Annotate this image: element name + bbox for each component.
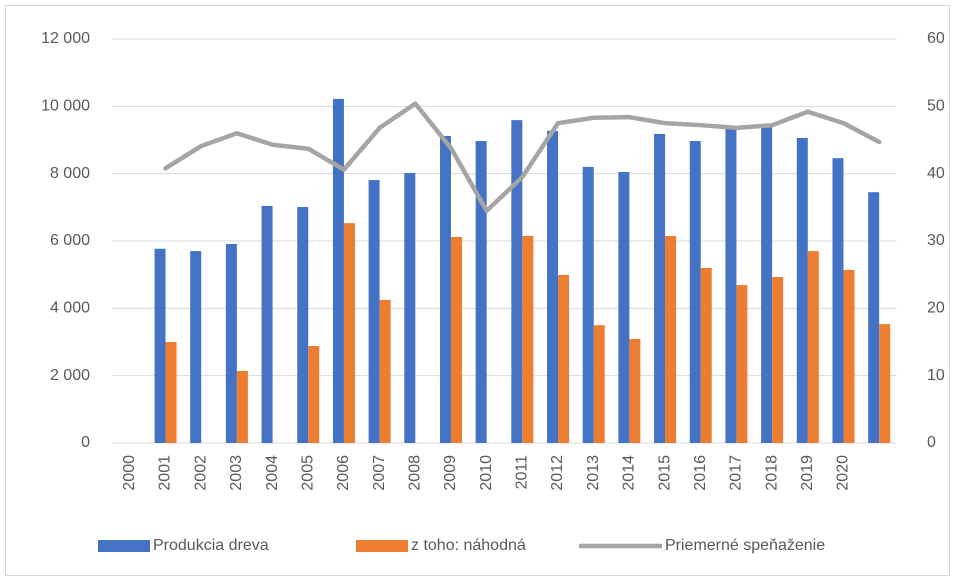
x-tick-label: 2017 — [728, 455, 745, 491]
bar — [665, 235, 677, 443]
x-tick-label: 2004 — [264, 455, 281, 491]
y2-tick-label: 20 — [927, 300, 945, 317]
bar — [843, 269, 855, 443]
legend-label: z toho: náhodná — [411, 537, 526, 554]
x-tick-label: 2006 — [335, 455, 352, 491]
line — [163, 101, 882, 213]
x-tick-label: 2005 — [299, 455, 316, 491]
bar — [807, 251, 819, 443]
bar — [725, 128, 737, 443]
x-tick-label: 2011 — [514, 455, 531, 490]
bar — [558, 275, 570, 443]
legend-label: Produkcia dreva — [153, 537, 269, 554]
bar — [879, 324, 891, 443]
x-tick-label: 2010 — [478, 455, 495, 491]
bar — [689, 141, 701, 443]
bar — [439, 135, 451, 443]
bar — [154, 248, 166, 443]
bar — [618, 171, 630, 443]
x-tick-label: 2003 — [228, 455, 245, 491]
bar — [582, 166, 594, 443]
bar — [297, 206, 309, 443]
bar — [593, 325, 605, 443]
x-tick-label: 2001 — [157, 455, 174, 491]
x-tick-label: 2009 — [442, 455, 459, 491]
y-tick-label: 4 000 — [50, 300, 90, 317]
bar — [522, 235, 534, 443]
bar — [368, 180, 380, 443]
bar — [772, 277, 784, 443]
y-tick-label: 0 — [81, 434, 90, 451]
bar — [404, 172, 416, 443]
x-tick-label: 2016 — [692, 455, 709, 491]
y2-tick-label: 0 — [927, 434, 936, 451]
y-tick-label: 8 000 — [50, 165, 90, 182]
bar — [343, 223, 355, 443]
x-tick-label: 2008 — [407, 455, 424, 491]
y2-tick-label: 40 — [927, 165, 945, 182]
legend-swatch — [98, 540, 150, 552]
y-tick-label: 6 000 — [50, 232, 90, 249]
bar — [450, 236, 462, 443]
bar — [190, 251, 202, 443]
x-tick-label: 2020 — [835, 455, 852, 491]
bar — [796, 137, 808, 444]
legend-label: Priemerné speňaženie — [665, 537, 825, 554]
bar — [165, 342, 177, 443]
y2-tick-label: 30 — [927, 232, 945, 249]
bar — [868, 192, 880, 443]
bar — [261, 205, 273, 443]
y2-tick-label: 10 — [927, 367, 945, 384]
bar — [700, 267, 712, 443]
bar — [511, 120, 523, 444]
y2-tick-label: 60 — [927, 30, 945, 47]
x-tick-label: 2000 — [121, 455, 138, 491]
bar — [832, 158, 844, 443]
bar — [236, 370, 248, 443]
y-tick-label: 10 000 — [41, 98, 90, 115]
x-tick-label: 2019 — [799, 455, 816, 491]
bar — [225, 244, 237, 443]
x-tick-label: 2018 — [763, 455, 780, 491]
x-tick-label: 2012 — [549, 455, 566, 491]
bar — [761, 124, 773, 443]
bar — [332, 98, 344, 443]
legend-swatch — [356, 540, 408, 552]
x-tick-label: 2007 — [371, 455, 388, 491]
x-tick-label: 2013 — [585, 455, 602, 491]
y-tick-label: 2 000 — [50, 367, 90, 384]
bar — [736, 285, 748, 443]
bar — [308, 346, 320, 443]
y2-tick-label: 50 — [927, 98, 945, 115]
x-tick-label: 2014 — [621, 455, 638, 491]
x-tick-label: 2015 — [656, 455, 673, 491]
y-tick-label: 12 000 — [41, 30, 90, 47]
bar — [547, 130, 559, 443]
bar — [475, 141, 487, 443]
bar — [379, 299, 391, 443]
bar — [629, 338, 641, 443]
bar — [654, 133, 666, 443]
x-tick-label: 2002 — [192, 455, 209, 491]
